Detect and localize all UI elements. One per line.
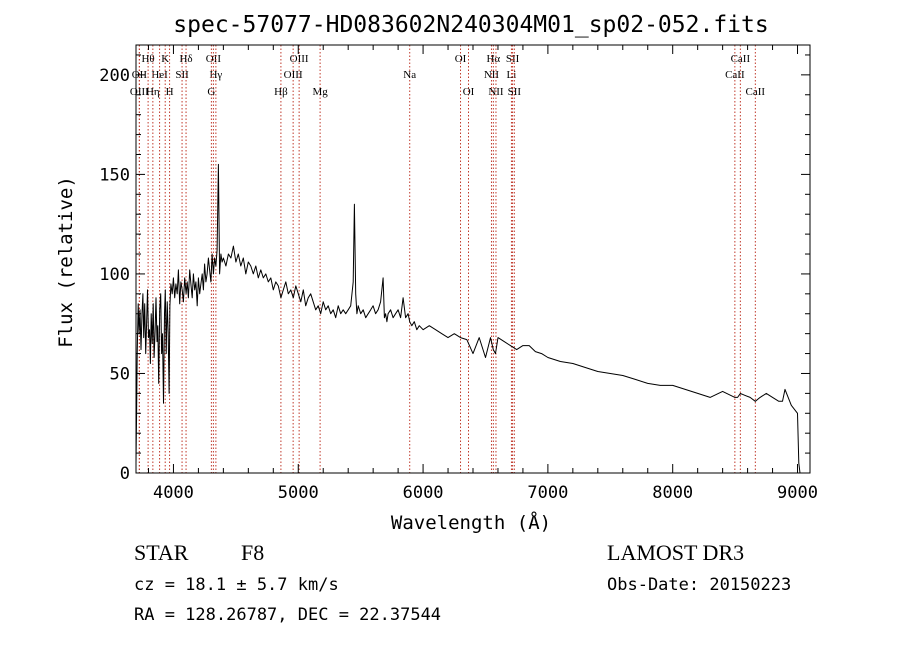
x-tick-label: 9000 <box>777 483 818 503</box>
x-tick-label: 7000 <box>527 483 568 503</box>
marker-label: Mg <box>312 86 328 98</box>
y-tick-label: 50 <box>110 364 130 384</box>
marker-label: OIII <box>130 86 149 98</box>
spectrum-series <box>135 163 801 474</box>
x-tick-label: 6000 <box>403 483 444 503</box>
chart-title: spec-57077-HD083602N240304M01_sp02-052.f… <box>173 12 768 38</box>
marker-label: CaII <box>746 86 766 98</box>
y-tick-label: 100 <box>99 265 130 285</box>
marker-label: SII <box>175 69 189 81</box>
marker-label: H <box>166 86 174 98</box>
x-tick-label: 5000 <box>278 483 319 503</box>
marker-label: K <box>161 53 169 65</box>
y-tick-label: 0 <box>120 464 130 484</box>
marker-label: OI <box>463 86 475 98</box>
axes: 4000 5000 6000 7000 8000 9000 0 50 100 150 200 <box>99 45 818 503</box>
marker-label: NII <box>488 86 504 98</box>
y-axis-label: Flux (relative) <box>55 176 77 348</box>
x-axis-label: Wavelength (Å) <box>391 511 551 534</box>
coordinates: RA = 128.26787, DEC = 22.37544 <box>134 605 441 625</box>
marker-label: CaII <box>731 53 751 65</box>
y-tick-label: 200 <box>99 66 130 86</box>
marker-label: G <box>207 86 215 98</box>
marker-label: NII <box>484 69 500 81</box>
marker-label: OI <box>455 53 467 65</box>
marker-label: OIII <box>284 69 303 81</box>
marker-label: Hη <box>146 86 160 98</box>
subclass: F8 <box>241 540 264 565</box>
marker-label: OII <box>206 53 222 65</box>
spectrum-line <box>135 163 801 474</box>
object-class: STAR <box>134 540 189 565</box>
marker-label: HeI <box>151 69 168 81</box>
y-tick-label: 150 <box>99 165 130 185</box>
marker-label: Na <box>403 69 416 81</box>
obs-date: Obs-Date: 20150223 <box>607 575 791 595</box>
marker-label: Li <box>507 69 517 81</box>
marker-label: Hθ <box>141 53 154 65</box>
marker-label: OIII <box>290 53 309 65</box>
x-tick-label: 4000 <box>153 483 194 503</box>
redshift-cz: cz = 18.1 ± 5.7 km/s <box>134 575 339 595</box>
marker-label: Hβ <box>274 86 288 98</box>
marker-label: Hα <box>486 53 500 65</box>
survey-name: LAMOST DR3 <box>607 540 744 565</box>
marker-label: SII <box>508 86 522 98</box>
marker-label: CaII <box>725 69 745 81</box>
line-markers: HθOIIOIIIHeIHηKHSIIHδOIIHγGHβOIIIOIIIMgN… <box>130 45 766 473</box>
marker-label: Hγ <box>209 69 222 81</box>
x-tick-label: 8000 <box>652 483 693 503</box>
marker-label: Hδ <box>179 53 192 65</box>
marker-label: SII <box>506 53 520 65</box>
